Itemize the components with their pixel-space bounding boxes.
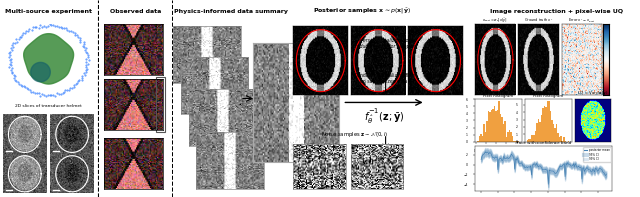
Title: Trace with confidence band: Trace with confidence band	[516, 141, 572, 145]
Bar	[481, 136, 483, 142]
Bar	[491, 110, 492, 142]
Bar	[530, 138, 531, 142]
Text: 2D slices of transducer helmet: 2D slices of transducer helmet	[15, 104, 82, 108]
Bar	[550, 112, 551, 142]
Text: Noise samples $\mathbf{z} \sim \mathcal{N}(0, I)$: Noise samples $\mathbf{z} \sim \mathcal{…	[321, 130, 389, 139]
Bar	[539, 122, 541, 142]
Bar	[495, 111, 497, 142]
Text: inverse normalizing flow
produces posterior samples: inverse normalizing flow produces poster…	[352, 38, 416, 49]
Text: Multi-source experiment: Multi-source experiment	[5, 9, 92, 14]
Bar	[545, 107, 547, 142]
Bar	[534, 131, 536, 142]
Bar	[557, 133, 559, 142]
Title: $x_{post}=\mathbb{E}_p[x|\bar{y}]$: $x_{post}=\mathbb{E}_p[x|\bar{y}]$	[483, 16, 508, 24]
Title: UQ $= \mathrm{Var}_p(\mathbf{x}|\bar{\mathbf{y}})$: UQ $= \mathrm{Var}_p(\mathbf{x}|\bar{\ma…	[577, 90, 608, 98]
Bar	[498, 100, 500, 142]
Text: $f^{-1}_{\hat{\theta}}(\mathbf{z};\bar{\mathbf{y}})$: $f^{-1}_{\hat{\theta}}(\mathbf{z};\bar{\…	[364, 107, 404, 126]
Bar	[553, 125, 554, 142]
Bar	[554, 128, 556, 142]
Text: Physics-informed data summary: Physics-informed data summary	[174, 9, 288, 14]
Text: $\mathbf{y}_{[1:N_s]}$: $\mathbf{y}_{[1:N_s]}$	[104, 32, 131, 43]
Bar	[548, 100, 550, 142]
Bar	[483, 124, 484, 142]
Bar	[559, 138, 560, 142]
Bar	[492, 109, 493, 142]
Bar	[568, 141, 570, 142]
Bar	[531, 135, 533, 142]
Bar	[479, 136, 480, 142]
Title: Error $x^*-x_{post}$: Error $x^*-x_{post}$	[568, 16, 596, 24]
Polygon shape	[31, 62, 51, 82]
Bar	[538, 119, 539, 142]
Bar	[551, 120, 553, 142]
Title: Pixel histogram: Pixel histogram	[533, 94, 563, 98]
Bar	[541, 115, 542, 142]
Bar	[563, 138, 565, 142]
Bar	[501, 117, 503, 142]
Title: Pixel histogram: Pixel histogram	[483, 94, 513, 98]
Bar	[509, 130, 510, 142]
Bar	[489, 112, 491, 142]
Bar	[477, 141, 479, 142]
Bar	[518, 141, 520, 142]
Text: Posterior samples $\mathbf{x} \sim p(\mathbf{x}|\bar{\mathbf{y}})$: Posterior samples $\mathbf{x} \sim p(\ma…	[312, 7, 411, 16]
Bar	[500, 113, 501, 142]
Bar	[515, 141, 516, 142]
Bar	[512, 136, 513, 142]
Bar	[497, 110, 498, 142]
Bar	[484, 132, 486, 142]
Bar	[486, 121, 488, 142]
Bar	[527, 140, 529, 142]
Legend: posterior mean, 95% CI, 99% CI: posterior mean, 95% CI, 99% CI	[584, 147, 611, 162]
Bar	[504, 121, 506, 142]
Bar	[565, 141, 566, 142]
Bar	[547, 100, 548, 142]
Bar	[493, 106, 495, 142]
Bar	[513, 141, 515, 142]
Bar	[480, 134, 481, 142]
Bar	[562, 141, 563, 142]
Bar	[506, 137, 508, 142]
Title: Ground truth $x^*$: Ground truth $x^*$	[524, 16, 554, 24]
Text: Image reconstruction + pixel-wise UQ: Image reconstruction + pixel-wise UQ	[490, 9, 623, 14]
Text: $\bar{\mathbf{y}}$: $\bar{\mathbf{y}}$	[292, 26, 300, 40]
Bar	[529, 138, 530, 142]
Bar	[516, 141, 518, 142]
Text: Condition normalizing flow
on summarized data: Condition normalizing flow on summarized…	[353, 73, 415, 84]
Bar	[503, 124, 504, 142]
Bar	[536, 123, 538, 142]
Bar	[488, 111, 489, 142]
Polygon shape	[24, 34, 74, 84]
Bar	[543, 106, 545, 142]
Bar	[542, 108, 543, 142]
Text: Observed data: Observed data	[109, 9, 161, 14]
Text: $\mathbf{J}(\mathbf{x}_0)^\top \mathbf{y}_{[1:N]}$: $\mathbf{J}(\mathbf{x}_0)^\top \mathbf{y…	[182, 31, 228, 44]
Bar	[556, 125, 557, 142]
Bar	[508, 132, 509, 142]
Bar	[510, 132, 512, 142]
Bar	[560, 136, 562, 142]
Bar	[533, 135, 534, 142]
